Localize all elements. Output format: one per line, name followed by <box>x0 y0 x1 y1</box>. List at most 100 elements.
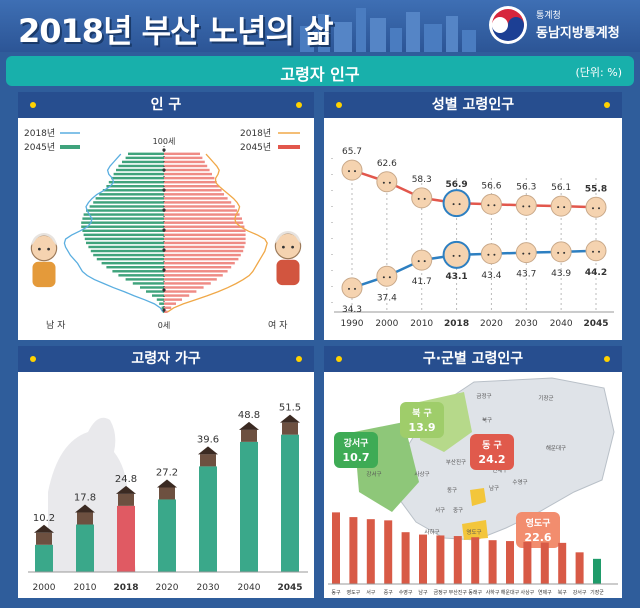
elder-face-icon <box>376 265 398 287</box>
house-icon <box>282 422 298 435</box>
district-bar <box>366 519 375 584</box>
map-district-label: 금정구 <box>476 393 491 400</box>
district-tick-label: 중구 <box>384 590 394 596</box>
district-tick-label: 수영구 <box>399 589 413 596</box>
house-roof <box>75 504 95 513</box>
male-2045-bar <box>102 189 164 192</box>
district-tick-label: 연제구 <box>538 589 552 596</box>
female-2045-bar <box>164 185 220 188</box>
elder-face-icon <box>480 243 502 265</box>
value-label: 10.2 <box>33 513 55 524</box>
female-2045-bar <box>164 310 168 313</box>
male-2045-bar <box>84 237 164 241</box>
elder-eye <box>458 254 461 257</box>
household-bar <box>117 505 135 572</box>
district-tick-label: 사상구 <box>520 589 534 596</box>
male-2045-bar <box>159 302 164 305</box>
male-2045-bar <box>128 152 164 156</box>
household-bar-chart: 10.2 2000 17.8 2010 24.8 2018 27.2 2020 39.6 2030… <box>28 403 308 593</box>
elder-face-icon <box>585 240 607 262</box>
male-2045-bar <box>125 278 164 281</box>
map-district-label: 수영구 <box>512 478 527 486</box>
male-2045-bar <box>95 197 164 200</box>
house-icon <box>77 512 93 525</box>
year-tick-label: 2045 <box>583 319 608 329</box>
district-tick-label: 남구 <box>418 589 428 596</box>
male-2045-bar <box>118 274 164 277</box>
pyramid-title: 인 구 <box>18 92 314 118</box>
elder-eye <box>563 251 566 254</box>
female-2045-bar <box>164 217 242 220</box>
district-bar <box>471 537 480 584</box>
district-tick-label: 서구 <box>366 589 376 596</box>
elder-eye <box>522 252 525 255</box>
elder-eye <box>452 254 455 257</box>
household-bar <box>281 434 299 572</box>
district-bar <box>575 552 584 584</box>
male-2045-bar <box>125 156 164 160</box>
map-district-label: 사하구 <box>424 528 439 536</box>
house-icon <box>241 429 257 442</box>
callout-box <box>470 434 514 470</box>
gender-panel: 성별 고령인구 1990 2000 2010 2018 2020 2030 2040 2045… <box>324 92 622 340</box>
elder-face-icon <box>341 277 363 299</box>
value-label: 43.9 <box>551 269 571 279</box>
male-2045-bar <box>152 294 164 297</box>
donggu-region <box>470 488 486 506</box>
male-2018-line <box>63 153 164 313</box>
pyramid-panel: 인 구 100세 0세 2018년 2045년 2018년 2045년 남 자 여 자 <box>18 92 314 340</box>
elder-eye <box>348 287 350 290</box>
male-2045-bar <box>162 310 164 313</box>
title-dot-icon <box>336 102 342 108</box>
female-2045-bar <box>164 270 228 273</box>
elder-face-icon <box>442 240 471 269</box>
elder-eye <box>487 204 490 207</box>
female-2045-bar <box>164 286 204 289</box>
title-dot-icon <box>296 102 302 108</box>
male-2045-bar <box>93 201 164 204</box>
value-label: 17.8 <box>74 493 96 504</box>
value-label: 37.4 <box>377 293 397 303</box>
callout-box <box>334 432 378 468</box>
elder-eye <box>382 181 385 184</box>
title-dot-icon <box>296 356 302 362</box>
year-tick-label: 2045 <box>277 583 302 593</box>
male-2045-bar <box>82 229 164 232</box>
page-title: 2018년 부산 노년의 삶 <box>18 12 334 50</box>
male-2045-bar <box>112 270 164 273</box>
section-title: 고령자 인구 <box>280 65 360 84</box>
female-2045-bar <box>164 213 240 216</box>
axis-tick <box>162 288 166 292</box>
district-bar <box>401 532 410 584</box>
map-district-label: 기장군 <box>538 394 553 402</box>
callout-name: 강서구 <box>344 437 369 449</box>
year-tick-label: 2040 <box>550 319 573 329</box>
map-district-label: 동구 <box>447 487 457 494</box>
female-2045-bar <box>164 245 245 249</box>
axis-tick <box>162 228 166 232</box>
gender-title: 성별 고령인구 <box>324 92 622 118</box>
grandfather-icon <box>30 233 58 288</box>
district-tick-label: 기장군 <box>590 589 604 596</box>
elder-eye <box>388 181 391 184</box>
male-2045-bar <box>82 217 164 220</box>
female-2045-bar <box>164 180 217 184</box>
district-bar <box>436 535 445 584</box>
male-2045-bar <box>101 261 164 265</box>
elder-eye <box>598 207 600 210</box>
legend-right-2018: 2018년 <box>240 128 271 139</box>
elder-face-icon <box>411 249 433 271</box>
female-2045-bar <box>164 201 232 204</box>
house-roof <box>157 479 177 488</box>
value-label: 24.8 <box>115 474 137 485</box>
male-2045-bar <box>111 176 164 180</box>
male-2045-bar <box>86 241 164 245</box>
female-2045-bar <box>164 261 235 265</box>
elder-face-icon <box>376 171 398 193</box>
female-2045-bar <box>164 160 205 164</box>
district-chart: 기장군금정구북구동래구해운대구강서구사상구부산진구연제구수영구동구서구남구중구사… <box>328 377 618 596</box>
male-2045-bar <box>156 298 164 301</box>
city-skyline-decoration <box>300 8 476 52</box>
elder-eye <box>388 276 391 279</box>
male-2045-bar <box>108 180 164 184</box>
